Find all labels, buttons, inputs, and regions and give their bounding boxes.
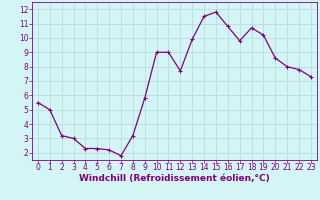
X-axis label: Windchill (Refroidissement éolien,°C): Windchill (Refroidissement éolien,°C): [79, 174, 270, 183]
